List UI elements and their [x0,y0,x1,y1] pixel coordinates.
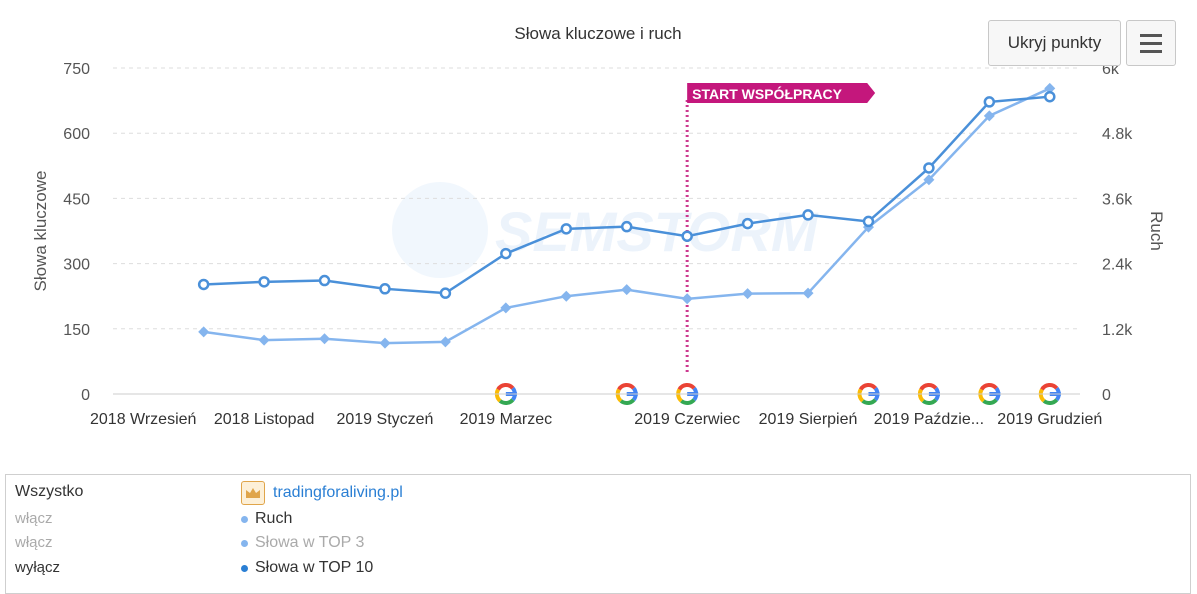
data-point [621,284,633,296]
data-point [802,287,814,299]
legend-toggle-top3[interactable]: włącz [15,534,53,551]
y-right-axis-title: Ruch [1147,211,1166,251]
legend-series-label: Słowa w TOP 3 [255,534,365,551]
google-icon-arc [496,383,515,391]
google-icon-arc [978,388,986,403]
x-tick-label: 2018 Listopad [214,411,315,428]
google-icon-arc [680,398,696,405]
google-icon-arc [979,383,998,391]
data-point [681,230,693,242]
google-icon-arc [619,398,636,405]
x-tick-label: 2019 Styczeń [336,411,433,428]
google-icon-arc [1042,398,1059,405]
data-point [500,302,512,314]
x-tick-label: 2018 Wrzesień [90,411,196,428]
hide-points-button[interactable]: Ukryj punkty [988,20,1121,66]
data-point [983,96,996,108]
google-icon-arc [919,383,938,391]
data-point [318,274,331,287]
google-icon-arc [982,398,998,405]
legend-series-top10[interactable]: Słowa w TOP 10 [241,559,373,577]
google-icon-arc [1038,388,1046,403]
google-icon-arc [615,388,623,403]
y-left-tick-label: 300 [63,257,90,274]
legend-series-top3[interactable]: Słowa w TOP 3 [241,534,364,552]
legend-toggle-top10[interactable]: wyłącz [15,559,61,576]
data-point [741,217,754,230]
y-right-tick-label: 2.4k [1102,257,1133,274]
google-icon-arc [676,388,683,403]
data-point [802,209,814,221]
keywords-traffic-chart: SEMSTORM START WSPÓŁPRACY Słowa kluczowe… [31,24,1166,428]
crown-icon [241,481,265,505]
data-point [379,283,391,295]
y-left-axis-title: Słowa kluczowe [31,171,50,292]
watermark-logo-icon [392,182,488,278]
data-point [439,336,451,348]
google-icon-arc [921,398,938,405]
legend-site-link[interactable]: tradingforaliving.pl [273,484,403,501]
x-tick-label: 2019 Grudzień [997,411,1102,428]
y-left-tick-label: 600 [63,126,90,143]
chart-axes: Słowa kluczowe i ruch 0 150 300 450 600 750 0 1.… [31,24,1166,428]
data-point [560,223,573,235]
data-point [983,110,995,122]
series-dot-icon [241,539,248,547]
data-point [319,333,331,345]
data-point [1044,90,1056,103]
google-icon-arc [858,383,877,391]
x-tick-label: 2019 Paździe... [874,411,984,428]
data-point [198,326,210,338]
legend-panel: Wszystko tradingforaliving.pl włącz Ruch… [5,474,1191,594]
legend-all-label[interactable]: Wszystko [15,483,84,500]
y-right-tick-label: 0 [1102,387,1111,404]
annotation-flag [687,83,876,103]
y-right-tick-label: 1.2k [1102,322,1133,339]
y-left-tick-label: 150 [63,322,90,339]
data-point [923,174,935,186]
legend-site[interactable]: tradingforaliving.pl [241,481,403,505]
y-right-tick-label: 4.8k [1102,126,1133,143]
data-point [1044,82,1056,94]
legend-series-label: Słowa w TOP 10 [255,559,374,576]
y-right-tick-label: 3.6k [1102,191,1133,208]
data-point [560,290,572,302]
data-point [379,337,391,349]
google-icon-arc [617,383,636,391]
series-dot-icon [241,564,248,572]
hamburger-icon [1140,31,1162,55]
google-icon-arc [861,398,877,405]
data-point [258,276,270,288]
x-tick-label: 2019 Sierpień [759,411,858,428]
google-icon-arc [1040,383,1059,391]
series-dot-icon [241,515,248,523]
data-point [197,278,210,291]
data-point [258,334,270,346]
x-tick-label: 2019 Czerwiec [634,411,740,428]
annotation-label: START WSPÓŁPRACY [692,85,843,102]
legend-series-ruch[interactable]: Ruch [241,510,292,528]
data-point [681,293,693,305]
data-point [439,287,452,299]
legend-series-label: Ruch [255,510,293,527]
google-icon-arc [857,388,865,403]
y-left-tick-label: 0 [81,387,90,404]
chart-menu-button[interactable] [1126,20,1176,66]
y-left-tick-label: 450 [63,191,90,208]
google-icon-arc [677,383,696,391]
x-tick-label: 2019 Marzec [460,411,553,428]
legend-toggle-ruch[interactable]: włącz [15,510,53,527]
google-icon-arc [494,388,502,403]
data-point [862,215,875,228]
google-icon-arc [498,398,515,405]
y-left-tick-label: 750 [63,61,90,78]
chart-grid [113,67,1080,330]
data-point [620,220,633,233]
data-point [742,288,754,300]
chart-title: Słowa kluczowe i ruch [514,24,681,43]
data-point [923,162,935,174]
data-point [500,247,512,260]
chart-series [197,82,1056,349]
google-icon-arc [917,388,925,403]
